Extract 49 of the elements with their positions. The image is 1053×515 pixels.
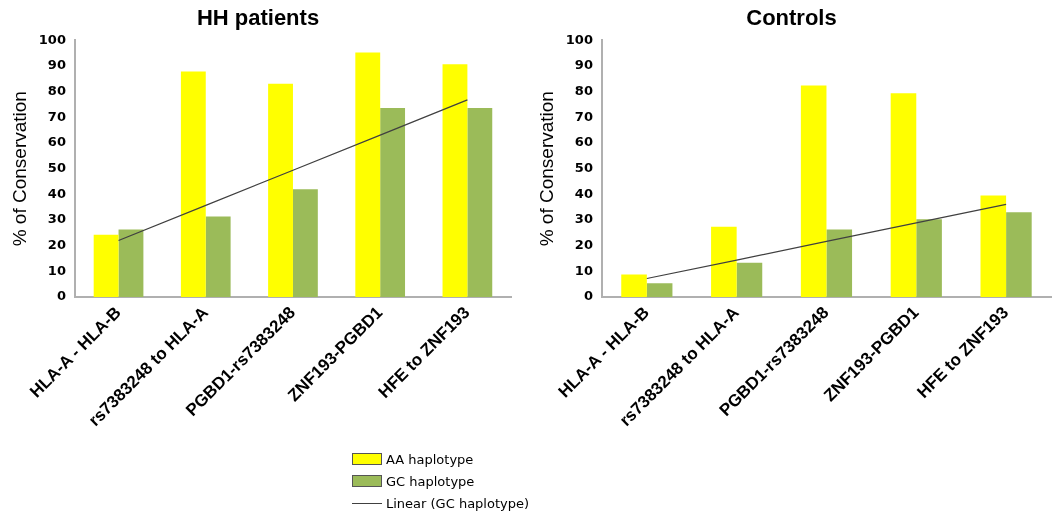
y-tick-label: 10 — [574, 262, 593, 278]
bar — [268, 83, 293, 297]
y-tick-label: 70 — [574, 108, 593, 124]
bar — [646, 283, 673, 297]
bar — [826, 229, 853, 297]
bar — [180, 71, 206, 297]
y-tick-label: 40 — [47, 185, 66, 201]
y-tick-label: 20 — [47, 237, 66, 253]
bar — [916, 219, 942, 297]
bar — [711, 226, 737, 297]
y-tick-label: 30 — [574, 211, 593, 227]
y-tick-label: 50 — [574, 160, 593, 176]
bar — [467, 107, 493, 297]
legend-label: AA haplotype — [386, 451, 474, 467]
y-axis-title: % of Conservation — [535, 91, 557, 247]
bar — [1006, 212, 1032, 297]
legend-label: GC haplotype — [386, 473, 475, 489]
legend-label: Linear (GC haplotype) — [386, 495, 530, 511]
y-tick-label: 70 — [47, 108, 66, 124]
y-tick-label: 60 — [574, 134, 593, 150]
bar — [442, 64, 468, 297]
bar — [292, 189, 318, 297]
y-tick-label: 90 — [574, 57, 593, 73]
y-tick-label: 80 — [47, 83, 66, 99]
bar — [736, 262, 763, 297]
y-tick-label: 50 — [47, 160, 66, 176]
bar — [380, 107, 406, 297]
y-tick-label: 40 — [574, 185, 593, 201]
chart-title: Controls — [746, 5, 837, 31]
y-tick-label: 30 — [47, 211, 66, 227]
bar — [205, 216, 231, 297]
bar — [93, 234, 119, 297]
bar — [118, 229, 144, 297]
y-tick-label: 0 — [56, 288, 66, 304]
y-tick-label: 100 — [38, 31, 66, 47]
y-tick-label: 90 — [47, 57, 66, 73]
y-tick-label: 20 — [574, 237, 593, 253]
chart-title: HH patients — [196, 5, 320, 31]
bar — [980, 195, 1007, 297]
bar — [355, 52, 381, 297]
y-tick-label: 100 — [565, 31, 593, 47]
bar — [800, 85, 827, 297]
y-tick-label: 0 — [583, 288, 593, 304]
y-axis-title: % of Conservation — [8, 91, 30, 247]
bar — [890, 93, 917, 297]
bar — [621, 274, 647, 297]
y-tick-label: 80 — [574, 83, 593, 99]
y-tick-label: 10 — [47, 262, 66, 278]
y-tick-label: 60 — [47, 134, 66, 150]
